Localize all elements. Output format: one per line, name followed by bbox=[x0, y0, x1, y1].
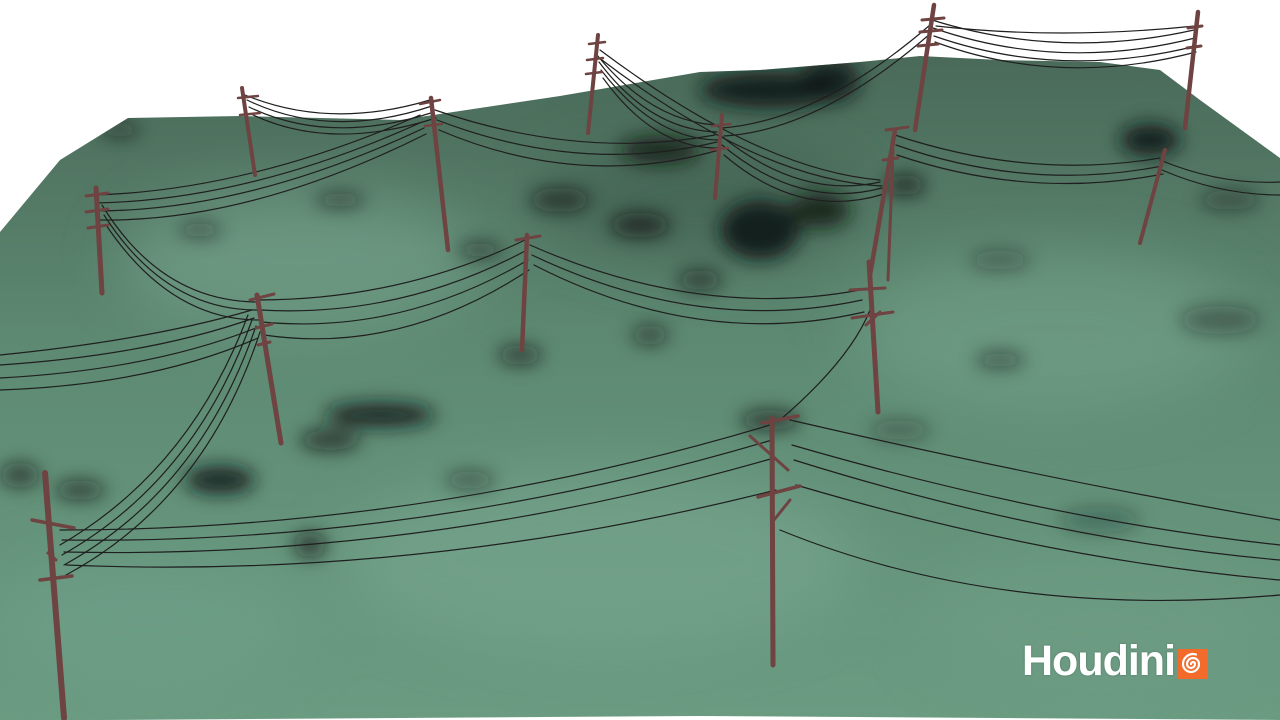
utility-pole bbox=[248, 292, 284, 446]
utility-poles bbox=[30, 2, 1204, 720]
utility-pole bbox=[748, 414, 802, 668]
houdini-wordmark: Houdini bbox=[1022, 636, 1176, 685]
utility-pole bbox=[1138, 148, 1167, 245]
utility-pole bbox=[584, 33, 607, 135]
utility-pole bbox=[84, 185, 110, 296]
utility-pole bbox=[912, 2, 946, 133]
houdini-watermark: Houdini bbox=[1022, 636, 1246, 686]
utility-pole bbox=[848, 259, 895, 415]
utility-pole bbox=[1182, 9, 1204, 131]
utility-pole bbox=[30, 470, 76, 720]
utility-pole bbox=[418, 95, 451, 253]
utility-pole bbox=[514, 232, 542, 353]
houdini-swirl-icon bbox=[1178, 649, 1209, 679]
utility-pole bbox=[867, 125, 910, 282]
power-line-wires bbox=[0, 19, 1280, 602]
utility-pole bbox=[236, 86, 262, 177]
utility-pole bbox=[708, 113, 732, 200]
terrain bbox=[0, 56, 1280, 720]
